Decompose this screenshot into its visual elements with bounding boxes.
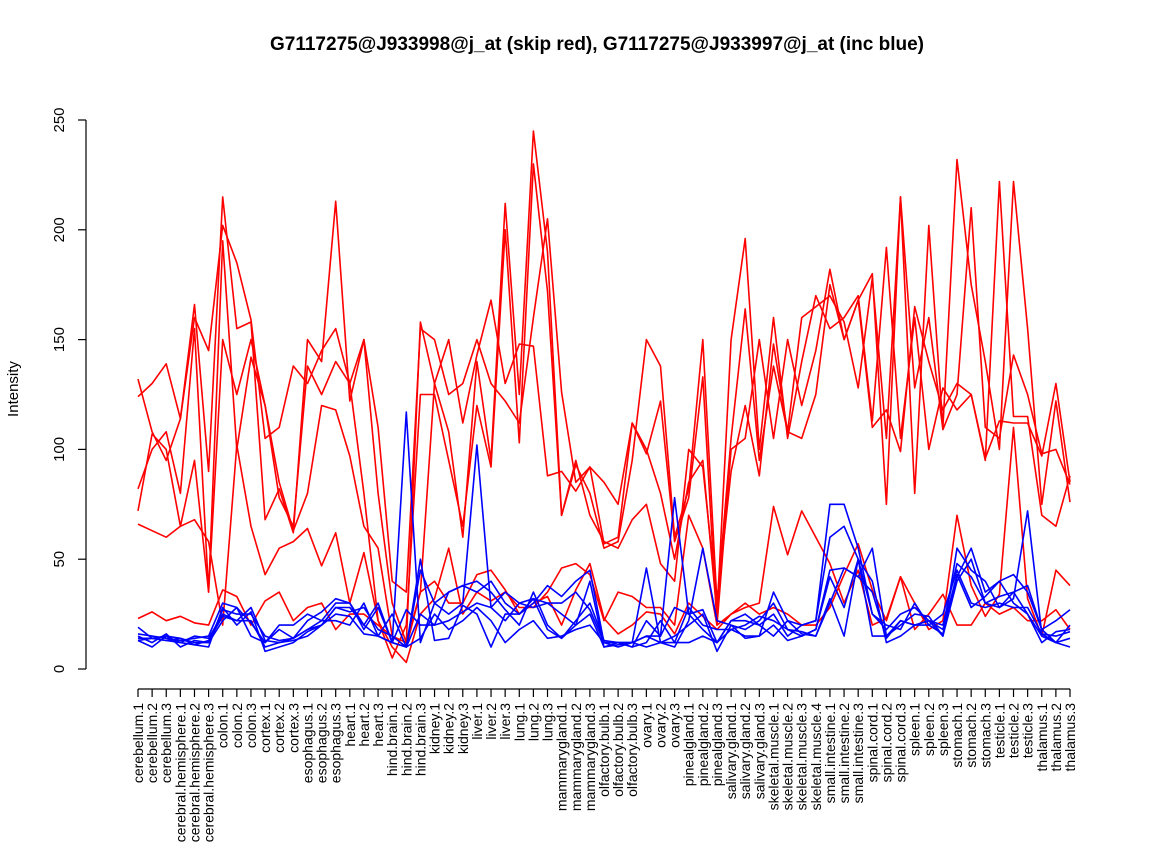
- x-tick-label: testicle.2: [1006, 703, 1022, 758]
- x-tick-label: cortex.1: [257, 703, 273, 753]
- y-tick-label: 100: [51, 437, 68, 462]
- x-tick-label: kidney.3: [455, 703, 471, 754]
- x-tick-label: esophagus.2: [314, 703, 330, 783]
- x-tick-label: small.intestine.2: [836, 703, 852, 804]
- x-tick-label: liver.1: [469, 703, 485, 740]
- y-axis-label: Intensity: [5, 361, 22, 417]
- x-tick-label: cerebral.hemisphere.3: [201, 703, 217, 843]
- x-tick-label: cortex.3: [285, 703, 301, 753]
- x-tick-label: thalamus.1: [1034, 703, 1050, 772]
- x-tick-label: mammarygland.1: [554, 703, 570, 811]
- x-tick-label: kidney.2: [441, 703, 457, 754]
- x-tick-label: pinealgland.2: [695, 703, 711, 787]
- y-tick-label: 150: [51, 327, 68, 352]
- x-tick-label: pinealgland.3: [709, 703, 725, 787]
- x-tick-label: lung.3: [540, 703, 556, 741]
- y-tick-label: 0: [51, 665, 68, 673]
- x-tick-label: liver.3: [497, 703, 513, 740]
- series-line-skip-1: [137, 130, 1071, 644]
- x-tick-label: spinal.cord.3: [893, 703, 909, 783]
- x-tick-label: pinealgland.1: [681, 703, 697, 787]
- y-axis: 0 50 100 150 200 250: [51, 107, 87, 673]
- x-tick-label: ovary.2: [652, 703, 668, 748]
- x-tick-label: stomach.3: [977, 703, 993, 768]
- x-tick-label: colon.2: [229, 703, 245, 748]
- x-tick-label: cerebellum.3: [158, 703, 174, 783]
- x-tick-label: spinal.cord.2: [878, 703, 894, 783]
- x-tick-label: spleen.2: [921, 703, 937, 756]
- series-lines: [137, 130, 1071, 664]
- x-tick-label: salivary.gland.3: [751, 703, 767, 799]
- x-tick-label: mammarygland.2: [568, 703, 584, 811]
- series-line-skip-2: [137, 180, 1071, 615]
- x-tick-label: skeletal.muscle.2: [780, 703, 796, 811]
- y-tick-label: 50: [51, 551, 68, 568]
- x-tick-label: esophagus.1: [299, 703, 315, 783]
- x-tick-label: heart.2: [356, 703, 372, 747]
- x-tick-label: lung.1: [511, 703, 527, 741]
- x-tick-label: cerebral.hemisphere.2: [186, 703, 202, 843]
- x-tick-label: mammarygland.3: [582, 703, 598, 811]
- series-line-inc-11: [137, 547, 1071, 653]
- series-line-skip-4: [137, 268, 1071, 644]
- x-tick-label: small.intestine.1: [822, 703, 838, 804]
- x-tick-label: cerebellum.1: [130, 703, 146, 783]
- x-tick-label: skeletal.muscle.3: [794, 703, 810, 811]
- x-tick-label: small.intestine.3: [850, 703, 866, 804]
- x-tick-label: stomach.2: [963, 703, 979, 768]
- x-axis: cerebellum.1cerebellum.2cerebellum.3cere…: [130, 688, 1078, 843]
- x-tick-label: olfactory.bulb.2: [610, 703, 626, 797]
- series-line-inc-10: [137, 547, 1071, 653]
- x-tick-label: salivary.gland.1: [723, 703, 739, 799]
- x-tick-label: colon.1: [215, 703, 231, 748]
- x-tick-label: kidney.1: [427, 703, 443, 754]
- x-tick-label: hind.brain.2: [398, 703, 414, 776]
- series-line-inc-12: [138, 510, 1071, 648]
- x-tick-label: spleen.3: [935, 703, 951, 756]
- x-tick-label: thalamus.3: [1062, 703, 1078, 772]
- x-tick-label: spinal.cord.1: [864, 703, 880, 783]
- x-tick-label: liver.2: [483, 703, 499, 740]
- x-tick-label: skeletal.muscle.1: [765, 703, 781, 811]
- x-tick-label: lung.2: [525, 703, 541, 741]
- x-tick-label: salivary.gland.2: [737, 703, 753, 799]
- x-tick-label: cortex.2: [271, 703, 287, 753]
- series-line-inc-9: [137, 558, 1071, 648]
- x-tick-label: skeletal.muscle.4: [808, 703, 824, 811]
- x-tick-label: esophagus.3: [328, 703, 344, 783]
- x-tick-label: hind.brain.3: [412, 703, 428, 776]
- x-tick-label: testicle.1: [991, 703, 1007, 758]
- x-tick-label: olfactory.bulb.1: [596, 703, 612, 797]
- x-tick-label: ovary.3: [667, 703, 683, 748]
- x-tick-label: stomach.1: [949, 703, 965, 768]
- y-tick-label: 200: [51, 217, 68, 242]
- chart-title: G7117275@J933998@j_at (skip red), G71172…: [270, 34, 924, 55]
- x-tick-label: heart.3: [370, 703, 386, 747]
- x-tick-label: cerebral.hemisphere.1: [172, 703, 188, 843]
- x-tick-label: hind.brain.1: [384, 703, 400, 776]
- y-tick-label: 250: [51, 107, 68, 132]
- x-tick-label: heart.1: [342, 703, 358, 747]
- x-tick-label: colon.3: [243, 703, 259, 748]
- x-tick-label: spleen.1: [907, 703, 923, 756]
- x-tick-label: cerebellum.2: [144, 703, 160, 783]
- x-tick-label: thalamus.2: [1048, 703, 1064, 772]
- x-tick-label: olfactory.bulb.3: [624, 703, 640, 797]
- x-tick-label: testicle.3: [1020, 703, 1036, 758]
- x-tick-label: ovary.1: [638, 703, 654, 748]
